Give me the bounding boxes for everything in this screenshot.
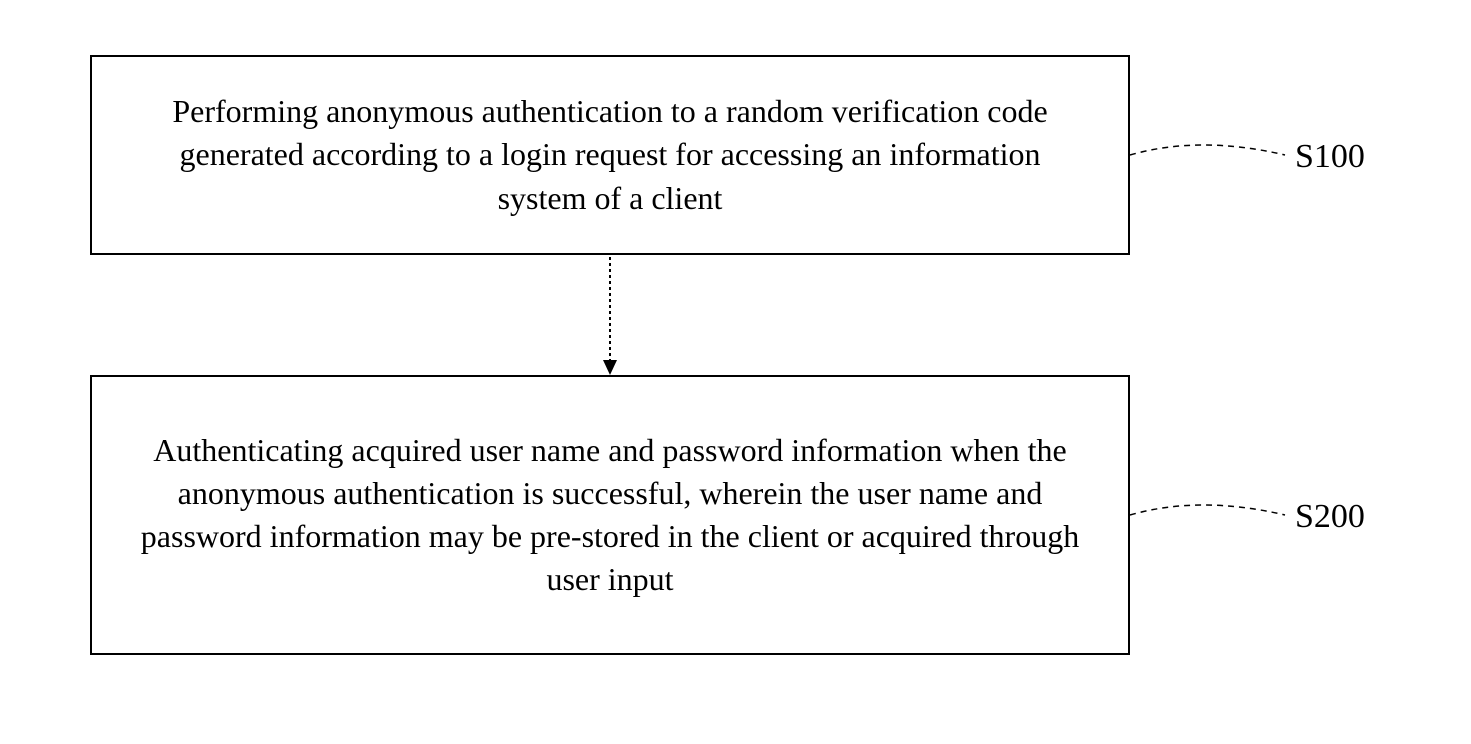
flow-step-text: Authenticating acquired user name and pa… — [132, 429, 1088, 602]
flow-step-text: Performing anonymous authentication to a… — [132, 90, 1088, 220]
step-label-s200: S200 — [1295, 498, 1365, 536]
flow-step-s100: Performing anonymous authentication to a… — [90, 55, 1130, 255]
flow-step-s200: Authenticating acquired user name and pa… — [90, 375, 1130, 655]
step-label-s100: S100 — [1295, 138, 1365, 176]
